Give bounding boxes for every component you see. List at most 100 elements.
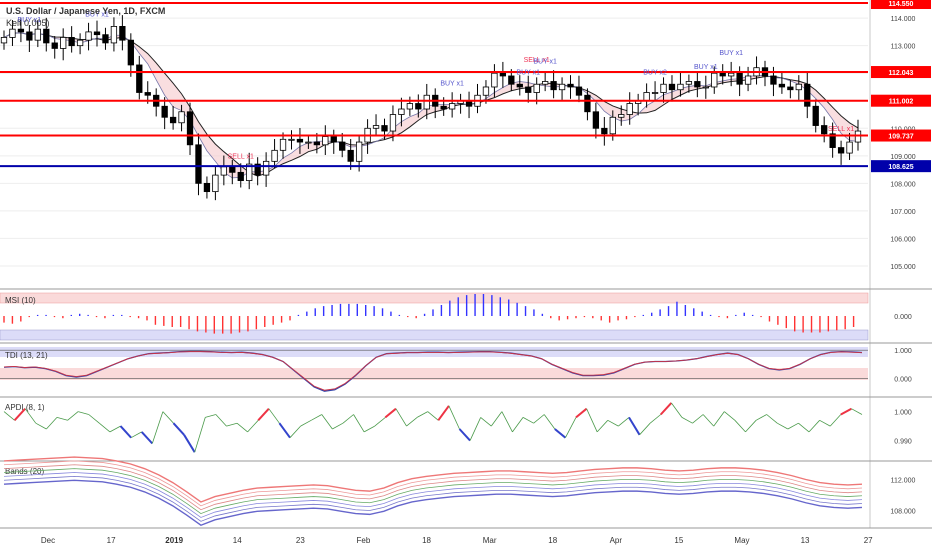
apdi-segment [13, 408, 26, 421]
candle-body [127, 39, 134, 66]
x-tick-label: 18 [422, 536, 431, 545]
candle-body [491, 72, 498, 88]
apdi-segment [353, 414, 365, 433]
trade-marker-5: SELL x1 [524, 57, 550, 64]
level-tag-label-3: 109.737 [888, 134, 913, 141]
apdi-segment [480, 417, 492, 427]
bands-line-4 [3, 472, 863, 518]
apdi-segment [278, 422, 291, 439]
apdi-title: APDI (8, 1) [5, 403, 45, 412]
x-tick-label: 15 [674, 536, 683, 545]
apdi-segment [565, 417, 577, 438]
apdi-segment [501, 411, 513, 433]
apdi-segment [671, 402, 683, 418]
apdi-segment [363, 425, 375, 433]
apdi-segment [851, 408, 863, 415]
apdi-segment [724, 411, 736, 421]
candle-body [558, 83, 566, 91]
candle-body [829, 133, 836, 148]
apdi-segment [798, 422, 810, 433]
x-tick-label: May [734, 536, 749, 545]
x-tick-label: 17 [107, 536, 116, 545]
x-tick-label: Feb [357, 536, 371, 545]
candle-body [854, 130, 862, 143]
candle-body [525, 86, 532, 93]
apdi-segment [713, 411, 725, 427]
candle-body [262, 160, 270, 176]
trade-marker-9: BUY x1 [719, 50, 743, 57]
keltner-band-fill [4, 32, 858, 178]
symbol-title: U.S. Dollar / Japanese Yen, 1D, FXCM [6, 6, 166, 16]
apdi-segment [522, 417, 534, 424]
candle-body [787, 86, 794, 91]
candle-body [102, 34, 109, 44]
candle-body [643, 92, 650, 102]
candle-body [533, 83, 540, 93]
candle-body [812, 105, 819, 126]
apdi-segment [162, 411, 174, 424]
price-tick-label: 106.000 [890, 236, 915, 243]
level-tag-label-2: 111.002 [889, 99, 914, 106]
apdi-segment [78, 411, 89, 415]
trade-marker-0: BUY x1 [18, 17, 42, 24]
candle-body [668, 83, 676, 91]
candle-body [567, 83, 574, 88]
apdi-segment [130, 431, 142, 439]
candle-body [186, 111, 194, 146]
apdi-segment [649, 414, 661, 424]
candle-body [313, 141, 320, 146]
apdi-segment [140, 431, 154, 445]
candle-body [271, 149, 278, 162]
apdi-segment [172, 422, 185, 436]
candle-body [203, 182, 211, 193]
candle-body [660, 83, 667, 93]
candle-body [34, 28, 41, 41]
bands-tick-label: 112.000 [891, 478, 916, 485]
tdi-bottom-zone [0, 368, 868, 380]
trade-marker-8: BUY x1 [694, 64, 718, 71]
candle-body [355, 141, 363, 162]
apdi-segment [639, 422, 651, 436]
apdi-segment [808, 420, 820, 433]
apdi-segment [268, 408, 280, 424]
candle-body [778, 83, 786, 88]
candle-body [694, 81, 701, 88]
apdi-segment [469, 417, 482, 441]
trade-marker-4: BUY x1 [516, 69, 540, 76]
level-tag-0 [871, 0, 931, 9]
candle-body [846, 141, 853, 154]
tdi-tick-label: 1.000 [894, 348, 912, 355]
tdi-signal-line [3, 351, 863, 391]
apdi-tick-label: 1.000 [894, 410, 912, 417]
apdi-segment [427, 411, 439, 421]
msi-tick-label: 0.000 [894, 314, 912, 321]
candle-body [17, 28, 25, 33]
candle-body [499, 72, 507, 77]
candle-body [169, 116, 177, 124]
candle-body [719, 72, 726, 77]
candle-body [339, 141, 346, 151]
level-tag-3 [871, 129, 931, 142]
chart-header: U.S. Dollar / Japanese Yen, 1D, FXCM Kel… [6, 5, 165, 29]
candle-body [398, 108, 405, 115]
bands-line-6 [3, 479, 863, 527]
candle-body [728, 72, 735, 77]
trade-marker-6: BUY x1 [533, 58, 557, 65]
indicator-label: Kelt 0.005) [6, 18, 50, 28]
candle-body [702, 86, 709, 89]
candle-body [220, 166, 227, 176]
apdi-segment [766, 414, 778, 424]
candle-body [229, 166, 236, 173]
candle-body [212, 174, 219, 193]
candle-body [592, 111, 600, 129]
candle-body [60, 37, 67, 49]
msi-bottom-zone [0, 329, 869, 341]
candle-body [372, 125, 380, 129]
apdi-segment [819, 419, 831, 427]
apdi-segment [247, 420, 259, 433]
trade-marker-7: BUY x2 [643, 69, 667, 76]
tdi-tick-label: 0.000 [894, 376, 912, 383]
apdi-segment [416, 411, 428, 418]
apdi-segment [395, 408, 407, 427]
